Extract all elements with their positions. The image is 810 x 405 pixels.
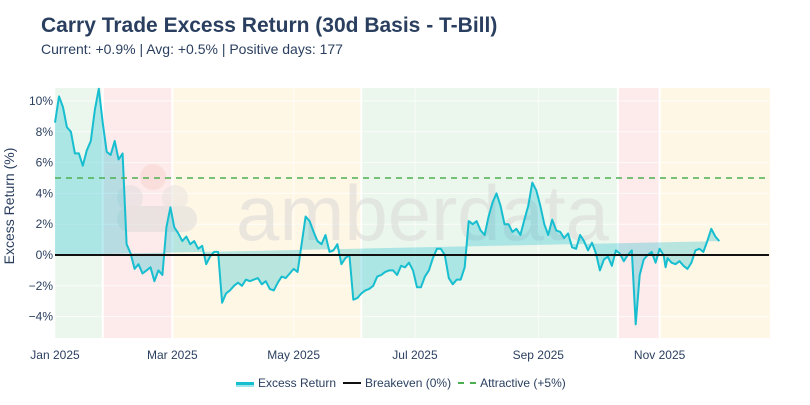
y-axis-title: Excess Return (%) xyxy=(1,148,17,265)
chart-subtitle: Current: +0.9% | Avg: +0.5% | Positive d… xyxy=(41,41,343,57)
chart-title: Carry Trade Excess Return (30d Basis - T… xyxy=(41,14,498,37)
y-tick-label: −2% xyxy=(29,279,54,293)
legend-label-excess: Excess Return xyxy=(258,376,337,390)
y-tick-label: 4% xyxy=(36,186,54,200)
breakeven-swatch-icon xyxy=(343,382,362,384)
x-tick-label: Jan 2025 xyxy=(30,348,80,362)
excess-return-series xyxy=(54,87,721,326)
legend-item-breakeven[interactable]: Breakeven (0%) xyxy=(343,376,451,390)
x-tick-label: Sep 2025 xyxy=(513,348,565,362)
excess-return-area xyxy=(55,88,720,325)
regime-band-yellow xyxy=(660,88,770,338)
excess-return-line xyxy=(54,87,721,326)
x-tick-label: Nov 2025 xyxy=(634,348,686,362)
x-tick-label: Jul 2025 xyxy=(392,348,438,362)
attractive-swatch-icon xyxy=(458,382,477,384)
regime-band-red xyxy=(618,88,659,338)
reference-lines xyxy=(55,177,769,256)
watermark-logo: amberdata xyxy=(117,164,610,257)
y-axis-ticks: −4% −2% 0% 2% 4% 6% 8% 10% xyxy=(29,94,54,324)
legend-item-attractive[interactable]: Attractive (+5%) xyxy=(458,376,566,390)
legend-label-attractive: Attractive (+5%) xyxy=(480,376,566,390)
y-tick-label: 0% xyxy=(36,248,54,262)
y-tick-label: 8% xyxy=(36,125,54,139)
regime-band-green xyxy=(55,88,102,338)
excess-swatch-icon xyxy=(236,381,254,385)
y-tick-label: 6% xyxy=(36,156,54,170)
x-tick-label: May 2025 xyxy=(267,348,320,362)
legend-label-breakeven: Breakeven (0%) xyxy=(365,376,452,390)
regime-band-yellow xyxy=(173,88,361,338)
watermark-text: amberdata xyxy=(236,169,610,257)
y-tick-label: 10% xyxy=(29,94,53,108)
x-axis-ticks: Jan 2025 Mar 2025 May 2025 Jul 2025 Sep 2025… xyxy=(30,348,685,362)
legend: Excess Return Breakeven (0%) Attractive … xyxy=(236,376,573,390)
legend-item-excess[interactable]: Excess Return xyxy=(236,376,336,390)
y-tick-label: 2% xyxy=(36,217,54,231)
x-tick-label: Mar 2025 xyxy=(147,348,198,362)
y-tick-label: −4% xyxy=(29,310,54,324)
